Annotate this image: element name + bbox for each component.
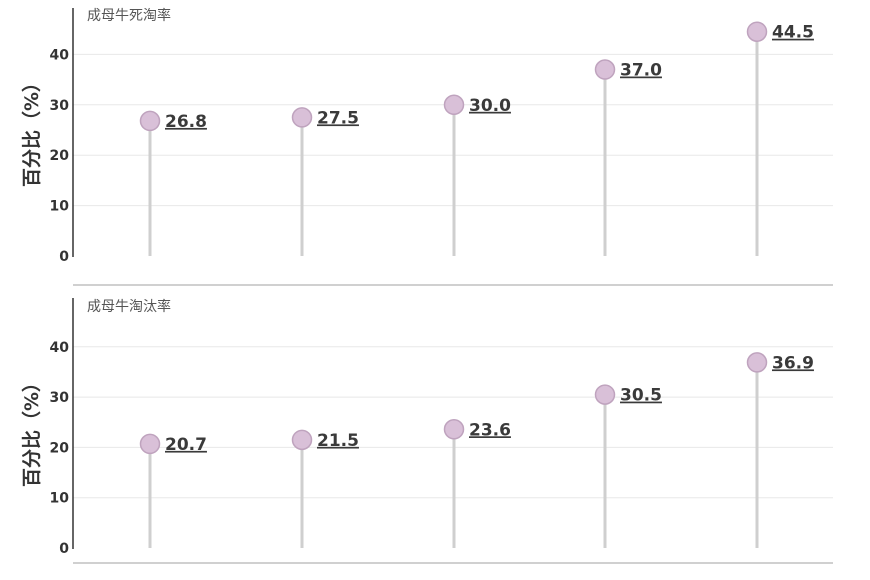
panel-2-tick-label-1: 10 bbox=[50, 491, 70, 507]
panel-2-point-2 bbox=[291, 429, 313, 451]
panel-1-tick-label-4: 40 bbox=[50, 47, 70, 63]
panel-2-tick-label-0: 0 bbox=[59, 541, 69, 557]
panel-1-tick-label-2: 20 bbox=[50, 148, 70, 164]
panel-2-point-3 bbox=[443, 419, 465, 440]
panel-2-tick-label-4: 40 bbox=[50, 340, 70, 356]
panel-1-data-label-1: 26.8 bbox=[165, 112, 207, 132]
panel-2-data-label-1: 20.7 bbox=[165, 435, 207, 455]
panel-1-point-5 bbox=[746, 21, 768, 42]
panel-2-point-4 bbox=[594, 384, 616, 405]
panel-2-tick-label-3: 30 bbox=[50, 390, 70, 406]
panel-1-data-label-5: 44.5 bbox=[772, 23, 814, 43]
panel-1-tick-label-3: 30 bbox=[50, 98, 70, 114]
panel-2-point-1 bbox=[139, 433, 161, 455]
panel-1-y-axis-label: 百分比（%） bbox=[20, 73, 43, 187]
panel-2-title: 成母牛淘汰率 bbox=[87, 298, 171, 315]
panel-1-tick-label-0: 0 bbox=[59, 249, 69, 265]
panel-1-data-label-2: 27.5 bbox=[317, 108, 359, 128]
panel-1-title: 成母牛死淘率 bbox=[87, 7, 171, 24]
panel-1-point-4 bbox=[594, 59, 616, 80]
panel-2-data-label-2: 21.5 bbox=[317, 431, 359, 451]
panel-2-data-label-5: 36.9 bbox=[772, 353, 814, 373]
panel-1-point-3 bbox=[443, 94, 465, 116]
panel-2-data-label-3: 23.6 bbox=[469, 420, 511, 440]
panel-2-y-axis-label: 百分比（%） bbox=[20, 373, 43, 487]
panel-1-point-2 bbox=[291, 107, 313, 128]
panel-2-data-label-4: 30.5 bbox=[620, 386, 662, 406]
panel-1-point-1 bbox=[139, 110, 161, 132]
panel-1-data-label-4: 37.0 bbox=[620, 61, 662, 81]
panel-1-tick-label-1: 10 bbox=[50, 199, 70, 215]
panel-2-point-5 bbox=[746, 352, 768, 373]
panel-2-tick-label-2: 20 bbox=[50, 440, 70, 456]
panel-1-data-label-3: 30.0 bbox=[469, 96, 511, 116]
